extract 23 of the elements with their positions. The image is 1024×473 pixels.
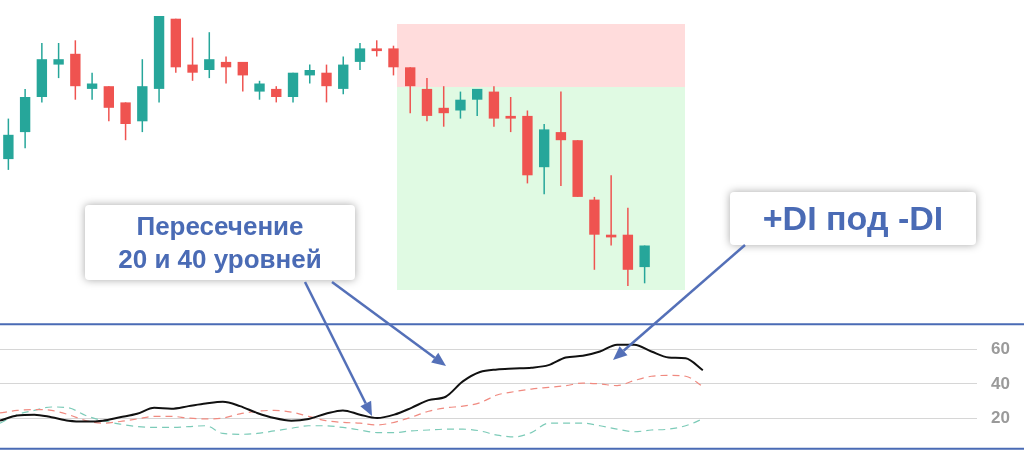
candlestick xyxy=(388,44,399,77)
candlestick xyxy=(321,63,332,104)
candlestick xyxy=(120,101,131,141)
y-tick-label: 20 xyxy=(991,407,1011,427)
candlestick xyxy=(455,90,466,120)
candlestick xyxy=(354,42,366,71)
annotation: Пересечение 20 и 40 уровней xyxy=(85,205,355,280)
y-tick-label: 60 xyxy=(991,339,1011,359)
candlestick xyxy=(639,244,650,285)
candlestick xyxy=(405,66,416,114)
text: +DI под -DI xyxy=(730,192,976,245)
candlestick xyxy=(237,61,248,93)
candlestick xyxy=(204,31,215,79)
candlestick xyxy=(254,80,265,101)
line-series xyxy=(0,374,704,426)
candlestick xyxy=(472,88,483,117)
candlestick xyxy=(187,36,198,82)
candlestick xyxy=(53,42,64,79)
candlestick xyxy=(103,85,115,123)
candlestick xyxy=(555,90,567,187)
line-series xyxy=(0,343,704,423)
candlestick xyxy=(505,96,516,133)
y-tick-label: 40 xyxy=(991,373,1011,393)
